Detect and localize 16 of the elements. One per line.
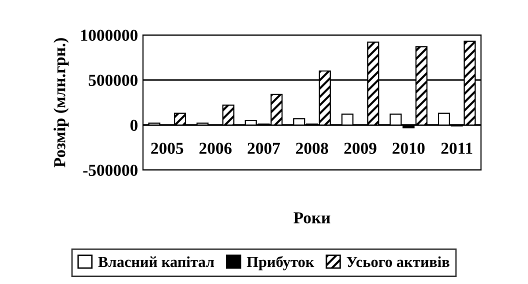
y-tick-label: 1000000: [81, 30, 138, 41]
x-tick-label: 2005: [151, 142, 184, 154]
x-tick-label: 2010: [392, 142, 425, 154]
x-tick-label: 2006: [199, 142, 232, 154]
y-tick-label: -500000: [83, 164, 138, 176]
legend-label: Усього активів: [346, 256, 450, 268]
y-tick-label: 500000: [88, 74, 138, 86]
legend-label: Прибуток: [246, 256, 314, 270]
x-tick-label: 2007: [248, 142, 280, 154]
y-tick-label: 0: [130, 120, 138, 131]
x-axis-title: Роки: [294, 212, 330, 224]
x-tick-label: 2011: [441, 142, 472, 154]
legend-label: Власний капітал: [98, 256, 214, 268]
x-tick-label: 2009: [344, 142, 376, 154]
x-tick-label: 2008: [296, 142, 328, 154]
y-axis-title: Розмір (млн.грн.): [54, 38, 69, 168]
